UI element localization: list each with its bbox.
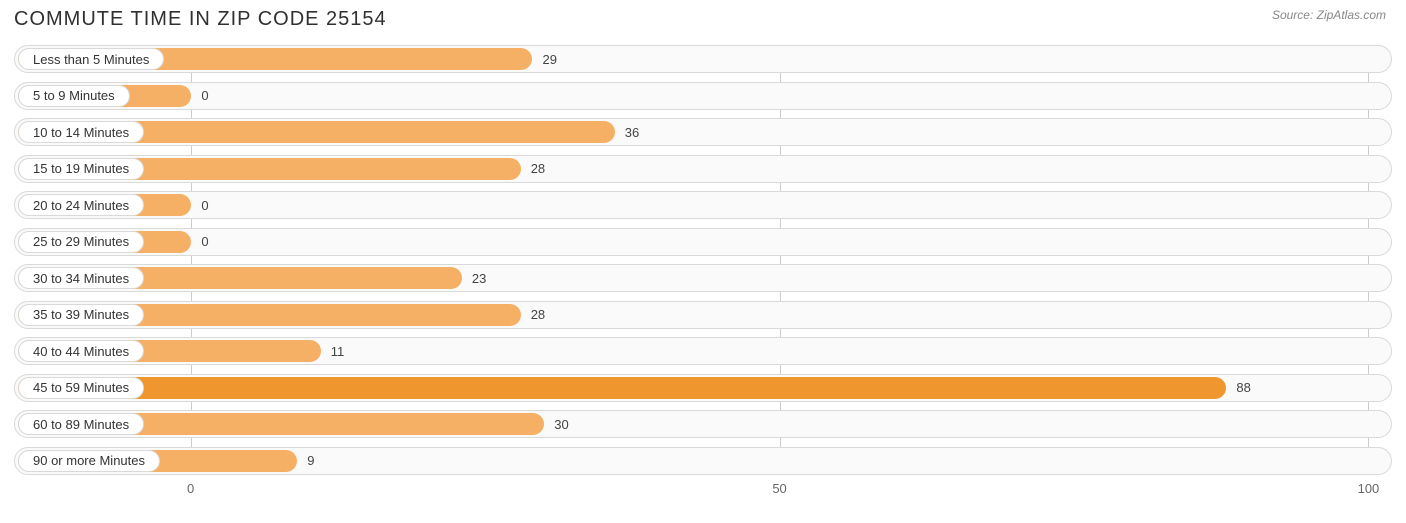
bar-label: 45 to 59 Minutes (18, 377, 144, 399)
chart-source: Source: ZipAtlas.com (1272, 8, 1386, 22)
bar-value: 0 (191, 192, 208, 218)
bar-row: 45 to 59 Minutes 88 (14, 374, 1392, 402)
bar-row: 30 to 34 Minutes 23 (14, 264, 1392, 292)
bar-label: 10 to 14 Minutes (18, 121, 144, 143)
bar-label: 60 to 89 Minutes (18, 413, 144, 435)
bar-row: 25 to 29 Minutes 0 (14, 228, 1392, 256)
source-prefix: Source: (1272, 8, 1317, 22)
bar-label: 15 to 19 Minutes (18, 158, 144, 180)
bar-row: 10 to 14 Minutes 36 (14, 118, 1392, 146)
bar-value: 28 (521, 302, 545, 328)
chart-area: Less than 5 Minutes 29 5 to 9 Minutes 0 10 t… (0, 35, 1406, 503)
chart-header: COMMUTE TIME IN ZIP CODE 25154 Source: Z… (0, 0, 1406, 35)
bar-row: 35 to 39 Minutes 28 (14, 301, 1392, 329)
bar-label: 30 to 34 Minutes (18, 267, 144, 289)
chart-title: COMMUTE TIME IN ZIP CODE 25154 (14, 8, 387, 31)
x-axis-tick: 0 (187, 481, 194, 496)
bar-fill (18, 377, 1226, 399)
bar-row: Less than 5 Minutes 29 (14, 45, 1392, 73)
bar-label: 5 to 9 Minutes (18, 85, 130, 107)
bar-row: 90 or more Minutes 9 (14, 447, 1392, 475)
bar-label: 20 to 24 Minutes (18, 194, 144, 216)
x-axis-tick: 50 (772, 481, 786, 496)
bar-value: 30 (544, 411, 568, 437)
bar-row: 5 to 9 Minutes 0 (14, 82, 1392, 110)
bar-value: 0 (191, 229, 208, 255)
bar-label: 25 to 29 Minutes (18, 231, 144, 253)
bar-row: 20 to 24 Minutes 0 (14, 191, 1392, 219)
bar-label: 40 to 44 Minutes (18, 340, 144, 362)
bar-label: 90 or more Minutes (18, 450, 160, 472)
bar-value: 28 (521, 156, 545, 182)
chart-plot: Less than 5 Minutes 29 5 to 9 Minutes 0 10 t… (14, 45, 1392, 475)
bar-value: 88 (1226, 375, 1250, 401)
bar-row: 40 to 44 Minutes 11 (14, 337, 1392, 365)
bar-value: 23 (462, 265, 486, 291)
bar-value: 36 (615, 119, 639, 145)
bar-row: 15 to 19 Minutes 28 (14, 155, 1392, 183)
bar-value: 11 (321, 338, 345, 364)
bar-label: Less than 5 Minutes (18, 48, 164, 70)
x-axis: 0 50 100 (14, 479, 1392, 503)
source-name: ZipAtlas.com (1317, 8, 1386, 22)
bar-value: 9 (297, 448, 314, 474)
x-axis-tick: 100 (1358, 481, 1380, 496)
bar-value: 29 (532, 46, 556, 72)
bar-value: 0 (191, 83, 208, 109)
bar-row: 60 to 89 Minutes 30 (14, 410, 1392, 438)
bar-label: 35 to 39 Minutes (18, 304, 144, 326)
